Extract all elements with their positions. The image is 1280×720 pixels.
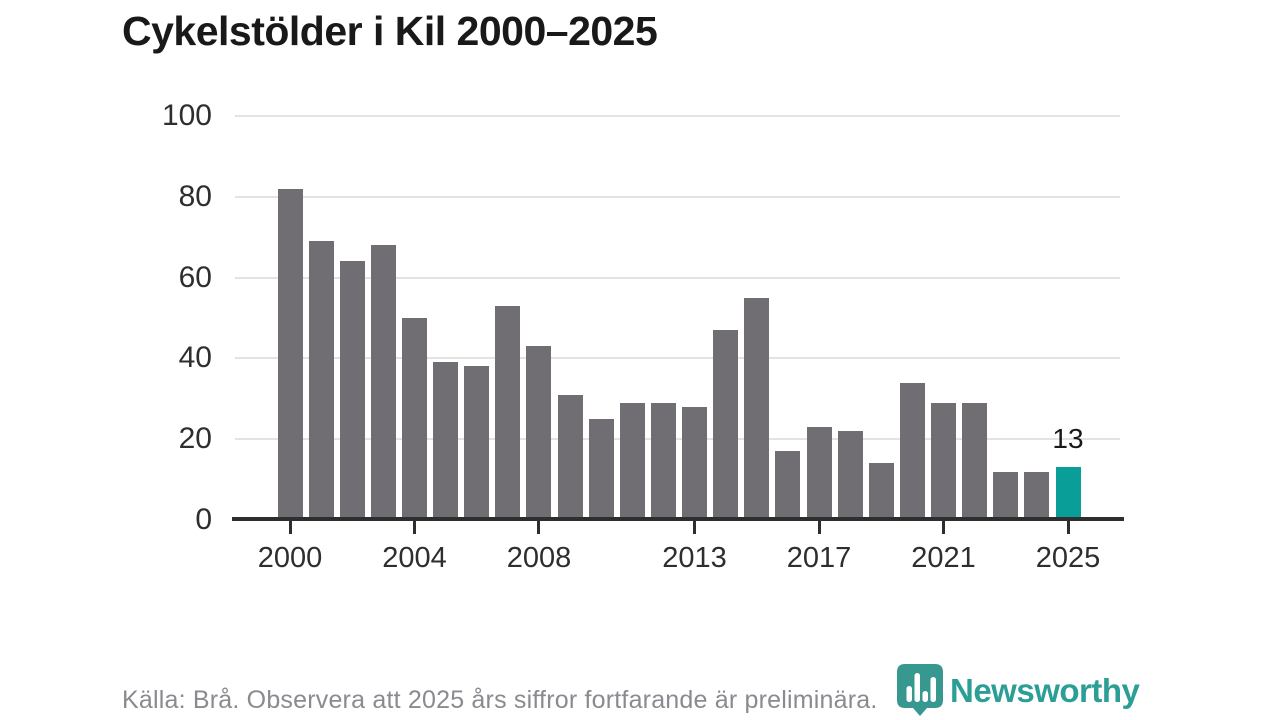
bar-2010	[588, 419, 614, 520]
y-axis-label-60: 60	[178, 260, 212, 294]
newsworthy-logo: Newsworthy	[897, 664, 1140, 717]
gridline-40	[235, 357, 1120, 360]
source-note: Källa: Brå. Observera att 2025 års siffr…	[122, 686, 878, 714]
bar-2002	[339, 261, 365, 520]
bar-2000	[277, 188, 303, 520]
bar-2013	[682, 406, 708, 520]
bar-2004	[401, 318, 427, 520]
x-tick-2021	[942, 521, 946, 534]
chart-title: Cykelstölder i Kil 2000–2025	[122, 8, 658, 54]
bar-2022	[962, 402, 988, 520]
x-axis-label-2025: 2025	[1035, 542, 1101, 574]
bar-2006	[464, 366, 490, 520]
bar-2016	[775, 451, 801, 520]
bar-2018	[837, 431, 863, 520]
x-tick-2004	[412, 521, 416, 534]
x-axis-label-2004: 2004	[382, 542, 447, 574]
x-axis-line	[232, 517, 1124, 521]
bar-2005	[433, 362, 459, 520]
bar-chart-pin-icon	[897, 664, 943, 716]
y-axis-label-40: 40	[178, 341, 212, 375]
bar-2017	[806, 427, 832, 520]
x-axis-label-2021: 2021	[911, 542, 976, 574]
bar-2012	[650, 402, 676, 520]
bar-2020	[899, 382, 925, 520]
bar-2008	[526, 346, 552, 520]
gridline-100	[235, 115, 1120, 117]
y-axis-label-20: 20	[178, 422, 212, 456]
bar-value-label: 13	[1052, 423, 1084, 454]
gridline-60	[235, 276, 1120, 279]
bar-2009	[557, 394, 583, 520]
bar-2024	[1024, 471, 1050, 520]
bar-2019	[868, 463, 894, 520]
bar-2015	[744, 297, 770, 520]
x-axis-label-2017: 2017	[786, 542, 852, 574]
x-tick-2000	[288, 521, 292, 534]
bar-2023	[993, 471, 1019, 520]
bar-2021	[931, 402, 957, 520]
y-axis-label-80: 80	[178, 179, 212, 213]
bar-2014	[713, 330, 739, 520]
bar-2007	[495, 305, 521, 520]
bar-2003	[370, 245, 396, 520]
x-axis-label-2008: 2008	[506, 542, 572, 574]
bar-2011	[619, 402, 645, 520]
bar-2025	[1055, 467, 1081, 520]
x-tick-2013	[693, 521, 697, 534]
x-axis-label-2013: 2013	[662, 542, 727, 574]
bar-2001	[308, 241, 334, 520]
y-axis-label-100: 100	[161, 99, 212, 132]
x-tick-2008	[537, 521, 541, 534]
x-tick-2017	[817, 521, 821, 534]
x-tick-2025	[1066, 521, 1070, 534]
gridline-80	[235, 195, 1120, 198]
brand-name: Newsworthy	[950, 671, 1140, 709]
y-axis-label-0: 0	[195, 503, 212, 536]
gridline-20	[235, 438, 1120, 441]
x-axis-label-2000: 2000	[257, 542, 323, 574]
